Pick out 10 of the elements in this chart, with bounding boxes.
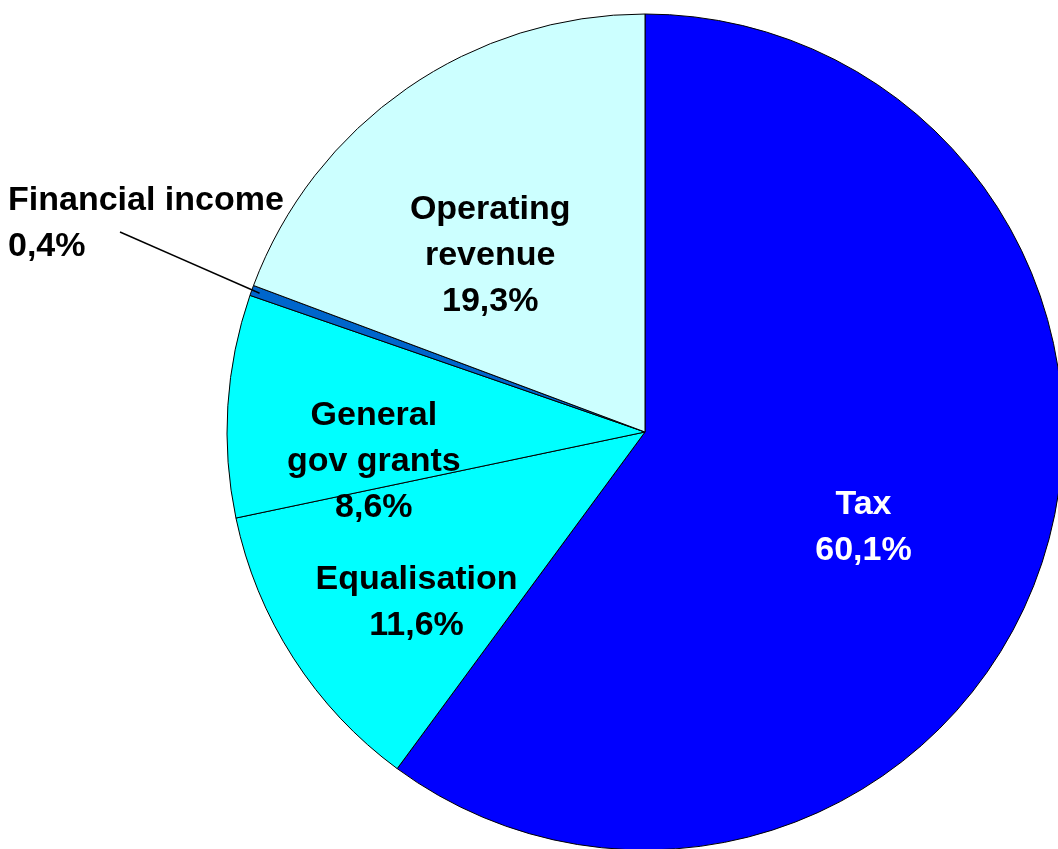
slice-label: Equalisation: [315, 558, 518, 597]
data-label: 19,3%: [441, 279, 539, 318]
data-label: 0,4%: [8, 225, 86, 263]
slice-label: Tax: [835, 482, 892, 521]
data-label: 11,6%: [369, 604, 464, 643]
data-label: 8,6%: [335, 485, 413, 524]
slice-label: General gov grants: [286, 393, 461, 478]
data-label: 60,1%: [815, 528, 912, 567]
slice-label: Financial income: [8, 179, 284, 217]
slice-label: Operating revenue: [409, 187, 571, 272]
